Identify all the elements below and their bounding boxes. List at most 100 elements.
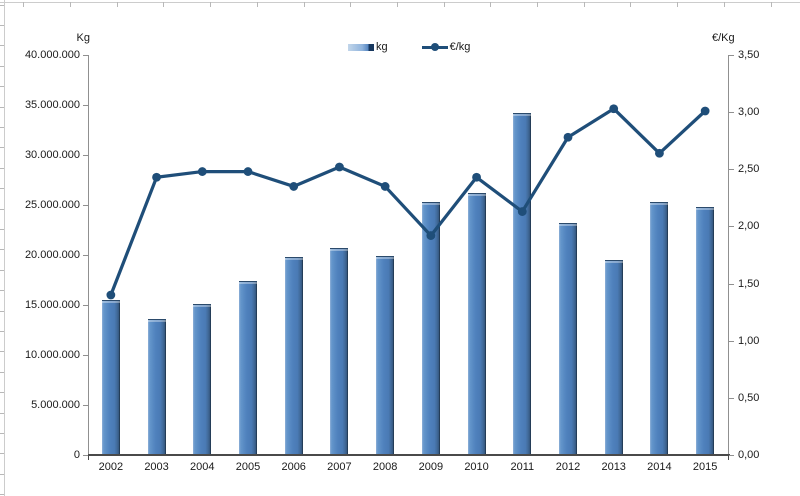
sheet-tick (0, 106, 4, 108)
price-point-2004 (197, 167, 207, 176)
sheet-tick (0, 351, 4, 353)
sheet-tick (256, 2, 258, 7)
right-axis-tick-label: 3,50 (738, 49, 760, 61)
sheet-tick (303, 2, 305, 7)
sheet-tick (723, 2, 725, 7)
right-axis-tick-mark (729, 340, 734, 342)
right-axis-tick-mark (729, 169, 734, 171)
sheet-tick (116, 2, 118, 7)
bar-2006 (284, 257, 303, 454)
bar-2013 (604, 260, 623, 454)
left-axis-title: Kg (76, 32, 90, 44)
bar-2005 (239, 281, 257, 454)
x-axis-label-2002: 2002 (98, 461, 124, 473)
legend-item-kg: kg (348, 41, 388, 53)
sheet-tick (0, 167, 4, 169)
bar-2009 (421, 202, 440, 454)
sheet-tick (0, 228, 4, 230)
left-axis-tick-label: 5.000.000 (31, 399, 80, 411)
left-axis-tick-label: 10.000.000 (24, 349, 80, 361)
bar-2011 (513, 113, 532, 454)
left-axis-tick-label: 25.000.000 (24, 199, 80, 211)
left-axis-tick-mark (83, 55, 88, 56)
sheet-tick (0, 4, 4, 6)
bar-2002 (101, 300, 120, 454)
right-axis-tick-mark (729, 283, 734, 285)
sheet-tick (0, 290, 4, 292)
sheet-tick (0, 208, 4, 210)
x-axis-end-tick-right (728, 455, 729, 460)
right-axis-tick-mark (729, 55, 734, 56)
sheet-tick (0, 494, 4, 496)
price-point-2012 (563, 132, 573, 142)
sheet-tick (70, 2, 71, 7)
right-axis-tick-mark (729, 112, 734, 114)
left-axis-tick-label: 40.000.000 (24, 49, 80, 61)
x-axis-label-2004: 2004 (190, 461, 215, 473)
left-axis-tick-mark (83, 455, 88, 456)
bar-2012 (559, 223, 577, 454)
price-point-2007 (335, 162, 344, 172)
left-axis-tick-mark (83, 255, 88, 256)
x-axis-label-2007: 2007 (327, 461, 352, 473)
sheet-tick (0, 412, 4, 414)
sheet-tick (210, 2, 212, 7)
right-axis-line (728, 55, 729, 455)
right-axis-tick-mark (729, 226, 734, 228)
sheet-tick (0, 392, 4, 394)
price-point-2015 (700, 106, 710, 116)
sheet-tick (0, 432, 4, 434)
sheet-tick (443, 2, 445, 7)
price-point-2003 (152, 172, 161, 182)
sheet-tick (0, 24, 4, 26)
right-axis-tick-label: 0,00 (738, 449, 760, 461)
bar-2014 (650, 202, 669, 454)
bar-swatch-icon (348, 43, 374, 51)
sheet-tick (163, 2, 165, 7)
sheet-tick (490, 2, 492, 7)
sheet-tick (583, 2, 585, 7)
sheet-tick (0, 310, 4, 312)
x-axis-label-2010: 2010 (464, 461, 489, 473)
bar-2015 (696, 207, 715, 454)
sheet-gridline-top (0, 2, 800, 3)
sheet-tick (770, 2, 772, 7)
left-axis-tick-mark (83, 405, 88, 406)
sheet-tick (396, 2, 398, 7)
bar-2004 (193, 304, 212, 454)
left-axis-tick-mark (83, 155, 88, 156)
price-point-2006 (289, 182, 299, 191)
price-point-2002 (106, 290, 116, 300)
x-axis-label-2014: 2014 (647, 461, 672, 473)
price-point-2013 (609, 104, 619, 114)
right-axis-tick-mark (729, 397, 734, 399)
right-axis-tick-label: 0,50 (738, 391, 760, 404)
sheet-tick (0, 453, 4, 455)
legend-item-eur-per-kg: €/kg (396, 41, 471, 53)
right-axis-tick-label: 1,50 (738, 277, 760, 290)
price-point-2005 (243, 167, 253, 176)
legend: kg €/kg (348, 40, 470, 54)
price-point-2009 (426, 231, 436, 240)
sheet-tick (0, 45, 4, 47)
right-axis-tick-mark (729, 455, 734, 456)
x-axis-label-2009: 2009 (418, 461, 444, 473)
left-axis-tick-mark (83, 355, 88, 356)
line-swatch-icon (421, 42, 448, 52)
price-point-2010 (472, 172, 481, 182)
legend-label-eur-per-kg: €/kg (449, 41, 471, 53)
x-axis-label-2005: 2005 (235, 461, 261, 473)
sheet-tick (0, 249, 4, 251)
bar-2003 (147, 319, 166, 454)
sheet-tick (23, 2, 25, 7)
x-axis-label-2015: 2015 (692, 461, 718, 473)
sheet-tick (350, 2, 352, 7)
left-axis-tick-label: 30.000.000 (24, 149, 80, 161)
sheet-tick (0, 65, 4, 67)
sheet-tick (0, 126, 4, 128)
right-axis-title: €/Kg (712, 32, 735, 44)
sheet-tick (0, 371, 4, 373)
x-axis-label-2011: 2011 (510, 461, 535, 473)
left-axis-tick-label: 20.000.000 (24, 249, 80, 261)
